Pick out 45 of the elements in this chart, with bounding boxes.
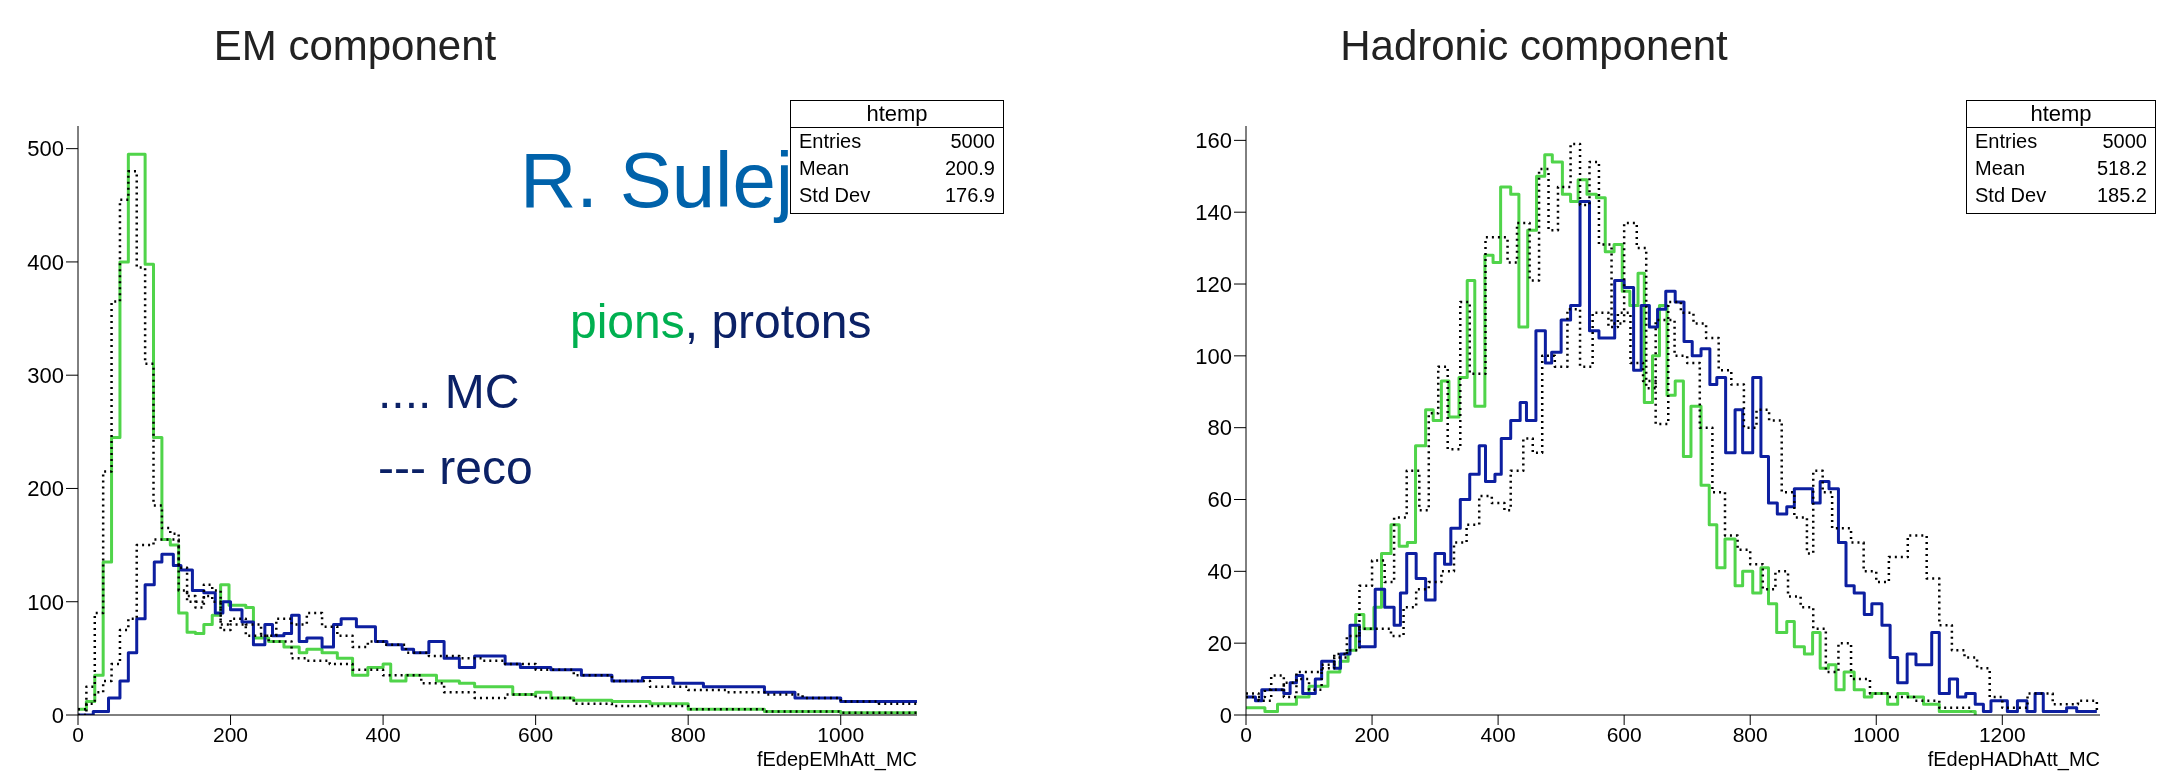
x-tick-label: 200 [1354, 722, 1390, 746]
annotation: htemp [791, 101, 1003, 128]
text: Std Dev 176.9 [799, 184, 995, 206]
y-tick-label: 100 [27, 589, 64, 615]
text: Mean 200.9 [799, 157, 995, 179]
x-tick-label: 1000 [817, 722, 865, 746]
annotation: --- reco [378, 440, 534, 496]
x-tick-label: 200 [213, 722, 249, 746]
x-axis-title: fEdepHADhAtt_MC [1926, 748, 2100, 771]
y-tick-label: 500 [27, 136, 64, 162]
annotation: pions [570, 295, 685, 348]
annotation: .... MC [378, 364, 521, 420]
x-tick-label: 1000 [1852, 722, 1900, 746]
y-tick-label: 60 [1207, 487, 1232, 513]
chart-title: Hadronic component [1339, 22, 1729, 70]
text: Entries 5000 [1975, 130, 2147, 152]
x-tick-label: 400 [1480, 722, 1516, 746]
y-tick-label: 300 [27, 363, 64, 388]
y-tick-label: 0 [1219, 702, 1232, 728]
annotation: R. Sulej [520, 136, 794, 224]
x-tick-label: 600 [518, 722, 554, 746]
y-tick-label: 20 [1207, 630, 1232, 656]
x-axis-title: fEdepEMhAtt_MC [755, 748, 917, 771]
y-tick-label: 0 [51, 702, 64, 728]
y-tick-label: 160 [1195, 128, 1232, 154]
x-tick-label: 0 [72, 722, 84, 746]
y-tick-label: 140 [1195, 200, 1232, 226]
x-tick-label: 800 [1732, 722, 1768, 746]
text: Entries 5000 [799, 130, 995, 152]
x-tick-label: 0 [1240, 722, 1252, 746]
x-tick-label: 800 [670, 722, 706, 746]
text: Mean 518.2 [1975, 157, 2147, 179]
y-tick-label: 200 [27, 476, 64, 502]
x-tick-label: 600 [1606, 722, 1642, 746]
chart-title: EM component [212, 22, 498, 70]
text: Std Dev 185.2 [1975, 184, 2147, 206]
text: htemp [1967, 101, 2155, 128]
y-tick-label: 120 [1195, 271, 1232, 297]
y-tick-label: 100 [1195, 343, 1232, 369]
y-tick-label: 40 [1207, 559, 1232, 585]
annotation: , protons [684, 295, 872, 348]
y-tick-label: 80 [1207, 415, 1232, 441]
y-tick-label: 400 [27, 249, 64, 275]
x-tick-label: 1200 [1978, 722, 2026, 746]
x-tick-label: 400 [365, 722, 401, 746]
